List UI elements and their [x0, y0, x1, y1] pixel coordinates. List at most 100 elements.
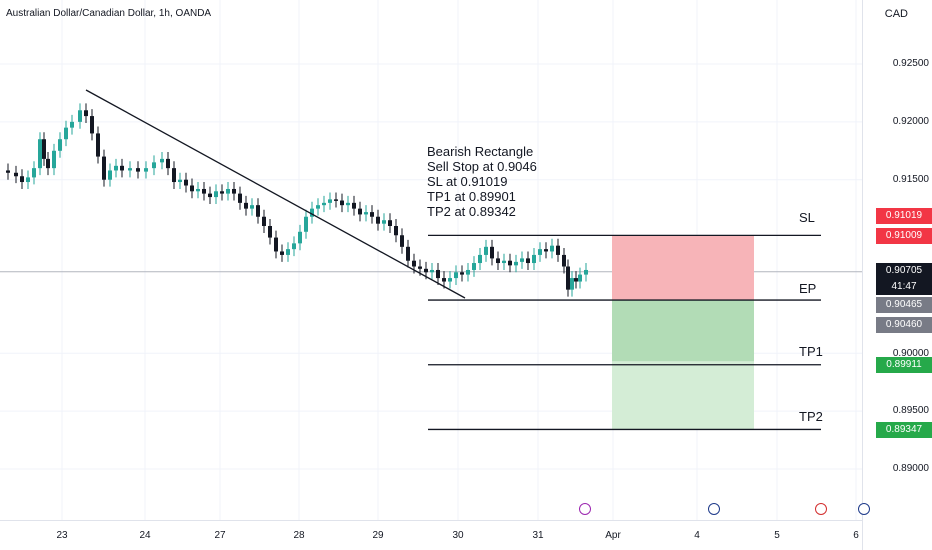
candle-body	[108, 170, 112, 180]
candle-body	[412, 260, 416, 267]
drawings[interactable]	[85, 89, 821, 431]
stop-loss-zone	[612, 235, 754, 301]
flag-au-icon[interactable]	[708, 503, 720, 515]
candle-body	[358, 208, 362, 215]
time-tick: 5	[774, 530, 780, 541]
candle-body	[370, 212, 374, 217]
candle-body	[184, 179, 188, 186]
candle-body	[550, 245, 554, 252]
candle-body	[120, 165, 124, 171]
price-tick: 0.90000	[892, 348, 929, 359]
candle-body	[136, 168, 140, 172]
candle-body	[478, 254, 482, 264]
candle-body	[250, 205, 254, 209]
take-profit-zone-extended	[612, 361, 754, 430]
risk-reward-zones[interactable]	[612, 235, 754, 430]
time-tick: 24	[139, 530, 151, 541]
time-tick: 30	[452, 530, 464, 541]
candle-body	[574, 278, 578, 282]
symbol-title[interactable]: Australian Dollar/Canadian Dollar, 1h, O…	[6, 8, 212, 19]
ep-price-badge: 0.90465	[876, 297, 932, 313]
candle-body	[484, 246, 488, 255]
flag-au-icon[interactable]	[858, 503, 870, 515]
candle-body	[430, 269, 434, 273]
candle-body	[286, 249, 290, 255]
trade-annotation[interactable]: Bearish Rectangle Sell Stop at 0.9046 SL…	[427, 144, 537, 219]
candle-body	[46, 158, 50, 169]
time-tick: 6	[853, 530, 859, 541]
candle-body	[208, 193, 212, 198]
candle-body	[172, 168, 176, 183]
candle-body	[570, 278, 574, 290]
candle-body	[238, 193, 242, 203]
annotation-line: TP1 at 0.89901	[427, 189, 516, 204]
candle-body	[418, 266, 422, 269]
lightning-icon[interactable]	[579, 503, 591, 515]
flag-ca-icon[interactable]	[815, 503, 827, 515]
candle-body	[78, 110, 82, 122]
candle-body	[466, 269, 470, 275]
time-tick: 31	[532, 530, 544, 541]
bar-countdown-badge: 41:47	[876, 279, 932, 295]
candle-body	[514, 261, 518, 266]
candle-body	[274, 237, 278, 252]
candle-body	[178, 179, 182, 183]
candle-body	[268, 226, 272, 238]
candle-body	[502, 260, 506, 264]
candle-body	[578, 274, 582, 282]
candle-body	[340, 200, 344, 206]
candle-body	[220, 191, 224, 194]
candle-body	[226, 188, 230, 194]
current-price-badge: 0.90705	[876, 263, 932, 279]
price-tick: 0.92000	[892, 116, 929, 127]
candle-body	[556, 245, 560, 255]
sl-label[interactable]: SL	[799, 210, 815, 225]
candle-body	[102, 156, 106, 180]
candle-body	[166, 158, 170, 169]
candle-body	[20, 176, 24, 183]
candle-body	[114, 165, 118, 171]
time-tick: 27	[214, 530, 226, 541]
time-tick: 4	[694, 530, 700, 541]
candle-body	[52, 150, 56, 169]
ep-label[interactable]: EP	[799, 281, 817, 296]
candle-body	[496, 258, 500, 264]
candle-body	[584, 269, 588, 275]
candle-body	[38, 139, 42, 169]
candle-body	[42, 139, 46, 159]
candle-body	[532, 254, 536, 264]
time-axis[interactable]: 23 24 27 28 29 30 31 Apr 4 5 6	[0, 520, 862, 550]
candle-body	[152, 162, 156, 169]
candle-body	[14, 172, 18, 177]
price-tick: 0.92500	[892, 58, 929, 69]
candle-body	[448, 278, 452, 282]
candle-body	[256, 205, 260, 217]
candle-body	[490, 246, 494, 259]
price-axis[interactable]: CAD 0.92500 0.92000 0.91500 0.90000 0.89…	[862, 0, 932, 550]
candle-body	[232, 188, 236, 194]
candle-body	[90, 116, 94, 134]
time-tick: Apr	[605, 530, 621, 541]
candle-body	[508, 260, 512, 266]
candle-body	[406, 246, 410, 261]
candle-body	[214, 191, 218, 198]
tp1-label[interactable]: TP1	[799, 344, 823, 359]
candle-body	[64, 127, 68, 140]
candle-body	[310, 208, 314, 217]
tp2-label[interactable]: TP2	[799, 409, 823, 424]
candle-body	[160, 158, 164, 163]
candle-body	[394, 226, 398, 236]
candle-body	[244, 202, 248, 209]
candle-body	[544, 249, 548, 252]
candle-body	[292, 243, 296, 250]
annotation-line: TP2 at 0.89342	[427, 204, 516, 219]
price-tick: 0.89500	[892, 405, 929, 416]
sl-price-badge: 0.91019	[876, 208, 932, 224]
annotation-line: Sell Stop at 0.9046	[427, 159, 537, 174]
candle-body	[128, 168, 132, 171]
candle-body	[144, 168, 148, 172]
price-chart[interactable]	[0, 0, 862, 520]
candle-body	[352, 202, 356, 209]
candle-body	[526, 258, 530, 264]
